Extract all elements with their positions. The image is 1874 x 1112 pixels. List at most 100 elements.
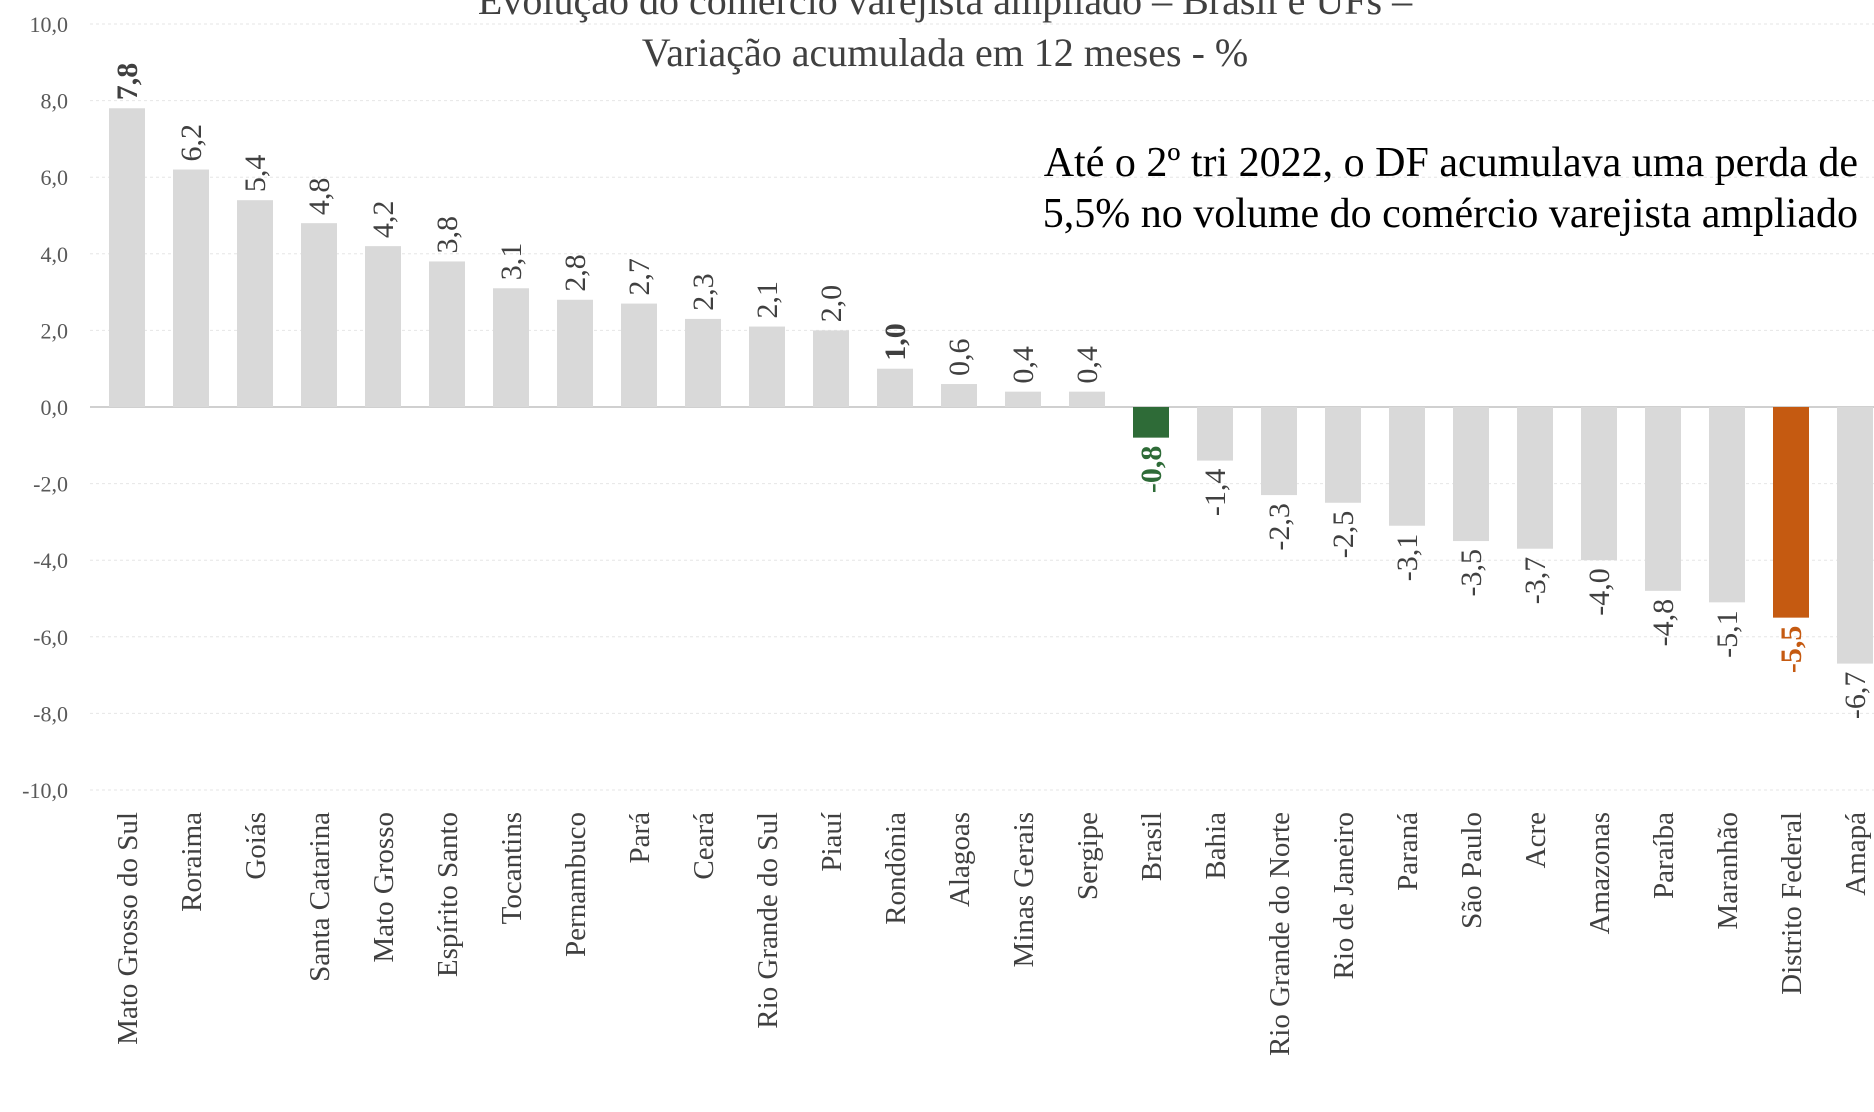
bar	[1325, 407, 1361, 503]
x-tick-label: Rio Grande do Sul	[752, 812, 784, 1029]
data-label: 2,8	[559, 254, 592, 292]
bar	[1133, 407, 1169, 438]
y-tick-label: -2,0	[33, 472, 68, 497]
data-label: 4,2	[367, 201, 400, 239]
data-label: 3,8	[431, 216, 464, 254]
x-axis-tick-labels: Mato Grosso do Sul Roraima Goiás Santa Cata…	[112, 812, 1872, 1056]
data-label: -0,8	[1135, 446, 1168, 494]
bar	[1837, 407, 1873, 664]
y-tick-label: 2,0	[41, 318, 69, 343]
data-label: -6,7	[1839, 672, 1872, 720]
data-label: -4,8	[1647, 599, 1680, 647]
bar	[365, 246, 401, 407]
bar	[237, 200, 273, 407]
bar	[1645, 407, 1681, 591]
x-tick-label: Espírito Santo	[432, 812, 464, 977]
y-axis-tick-labels: -10,0 -8,0 -6,0 -4,0 -2,0 0,0 2,0 4,0 6,0 8,0 10,0	[22, 12, 68, 803]
x-tick-label: Piauí	[816, 812, 848, 872]
bar	[1517, 407, 1553, 549]
data-label: 0,4	[1071, 346, 1104, 384]
bar	[685, 318, 721, 407]
data-label: 2,1	[751, 281, 784, 319]
x-tick-label: Pernambuco	[560, 812, 592, 957]
x-tick-label: Paraná	[1392, 812, 1424, 891]
data-label: 0,6	[943, 339, 976, 377]
x-tick-label: Goiás	[240, 812, 272, 880]
bar	[749, 326, 785, 407]
x-tick-label: Rio de Janeiro	[1328, 812, 1360, 980]
bar	[1197, 407, 1233, 461]
bar	[557, 299, 593, 407]
data-label: 0,4	[1007, 346, 1040, 384]
data-label: 1,0	[879, 323, 912, 361]
bar	[1005, 391, 1041, 407]
data-label: -1,4	[1199, 469, 1232, 517]
bar	[877, 368, 913, 407]
bar	[621, 303, 657, 407]
x-tick-label: Rio Grande do Norte	[1264, 812, 1296, 1056]
x-tick-label: Paraíba	[1648, 812, 1680, 899]
bar	[1709, 407, 1745, 603]
y-tick-label: -6,0	[33, 625, 68, 650]
bar	[301, 223, 337, 407]
data-label: 2,0	[815, 285, 848, 323]
y-tick-label: 6,0	[41, 165, 69, 190]
data-label: -3,1	[1391, 534, 1424, 582]
bar	[429, 261, 465, 407]
annotation-line-2: 5,5% no volume do comércio varejista amp…	[1043, 191, 1858, 237]
x-tick-label: Mato Grosso do Sul	[112, 812, 144, 1045]
x-tick-label: Santa Catarina	[304, 812, 336, 982]
data-label: 2,7	[623, 258, 656, 296]
data-label: -2,3	[1263, 503, 1296, 550]
x-tick-label: Alagoas	[944, 812, 976, 907]
x-tick-label: Sergipe	[1072, 812, 1104, 900]
chart-title-line-2: Variação acumulada em 12 meses - %	[642, 30, 1248, 75]
x-tick-label: Distrito Federal	[1776, 812, 1808, 995]
chart-title-line-1: Evolução do comércio varejista ampliado …	[478, 0, 1413, 23]
data-label: -3,7	[1519, 557, 1552, 605]
data-label: 5,4	[239, 155, 272, 193]
y-tick-label: 10,0	[30, 12, 69, 37]
y-tick-label: -4,0	[33, 548, 68, 573]
data-label: -5,1	[1711, 610, 1744, 658]
x-tick-label: Mato Grosso	[368, 812, 400, 963]
bar	[813, 330, 849, 407]
annotation-line-1: Até o 2º tri 2022, o DF acumulava uma pe…	[1044, 140, 1858, 186]
bar	[941, 384, 977, 407]
bar	[1453, 407, 1489, 542]
bar	[109, 108, 145, 407]
data-label: 2,3	[687, 273, 720, 311]
bar	[173, 169, 209, 407]
x-tick-label: Ceará	[688, 812, 720, 880]
bar	[1069, 391, 1105, 407]
y-tick-label: -8,0	[33, 701, 68, 726]
x-tick-label: Minas Gerais	[1008, 812, 1040, 967]
data-label: -2,5	[1327, 511, 1360, 559]
data-label: 3,1	[495, 243, 528, 281]
data-label: -3,5	[1455, 549, 1488, 597]
y-tick-label: -10,0	[22, 778, 68, 803]
y-tick-label: 8,0	[41, 89, 69, 114]
x-tick-label: Amapá	[1840, 812, 1872, 896]
x-tick-label: Acre	[1520, 812, 1552, 868]
y-tick-label: 0,0	[41, 395, 69, 420]
bar	[493, 288, 529, 407]
bar	[1773, 407, 1809, 618]
x-tick-label: Brasil	[1136, 812, 1168, 881]
bar	[1581, 407, 1617, 561]
data-label: 6,2	[175, 124, 208, 162]
data-label: -4,0	[1583, 568, 1616, 616]
x-tick-label: Maranhão	[1712, 812, 1744, 930]
bar	[1389, 407, 1425, 526]
data-label: 4,8	[303, 178, 336, 216]
x-tick-label: São Paulo	[1456, 812, 1488, 929]
x-tick-label: Rondônia	[880, 812, 912, 925]
data-labels-layer: 7,8 6,2 5,4 4,8 4,2 3,8 3,1 2,8 2,7 2,3 2,1 2,0 1,0 0…	[111, 63, 1872, 719]
data-label: 7,8	[111, 63, 144, 101]
x-tick-label: Tocantins	[496, 812, 528, 924]
x-tick-label: Roraima	[176, 812, 208, 912]
x-tick-label: Amazonas	[1584, 812, 1616, 934]
bar	[1261, 407, 1297, 496]
x-tick-label: Bahia	[1200, 812, 1232, 880]
